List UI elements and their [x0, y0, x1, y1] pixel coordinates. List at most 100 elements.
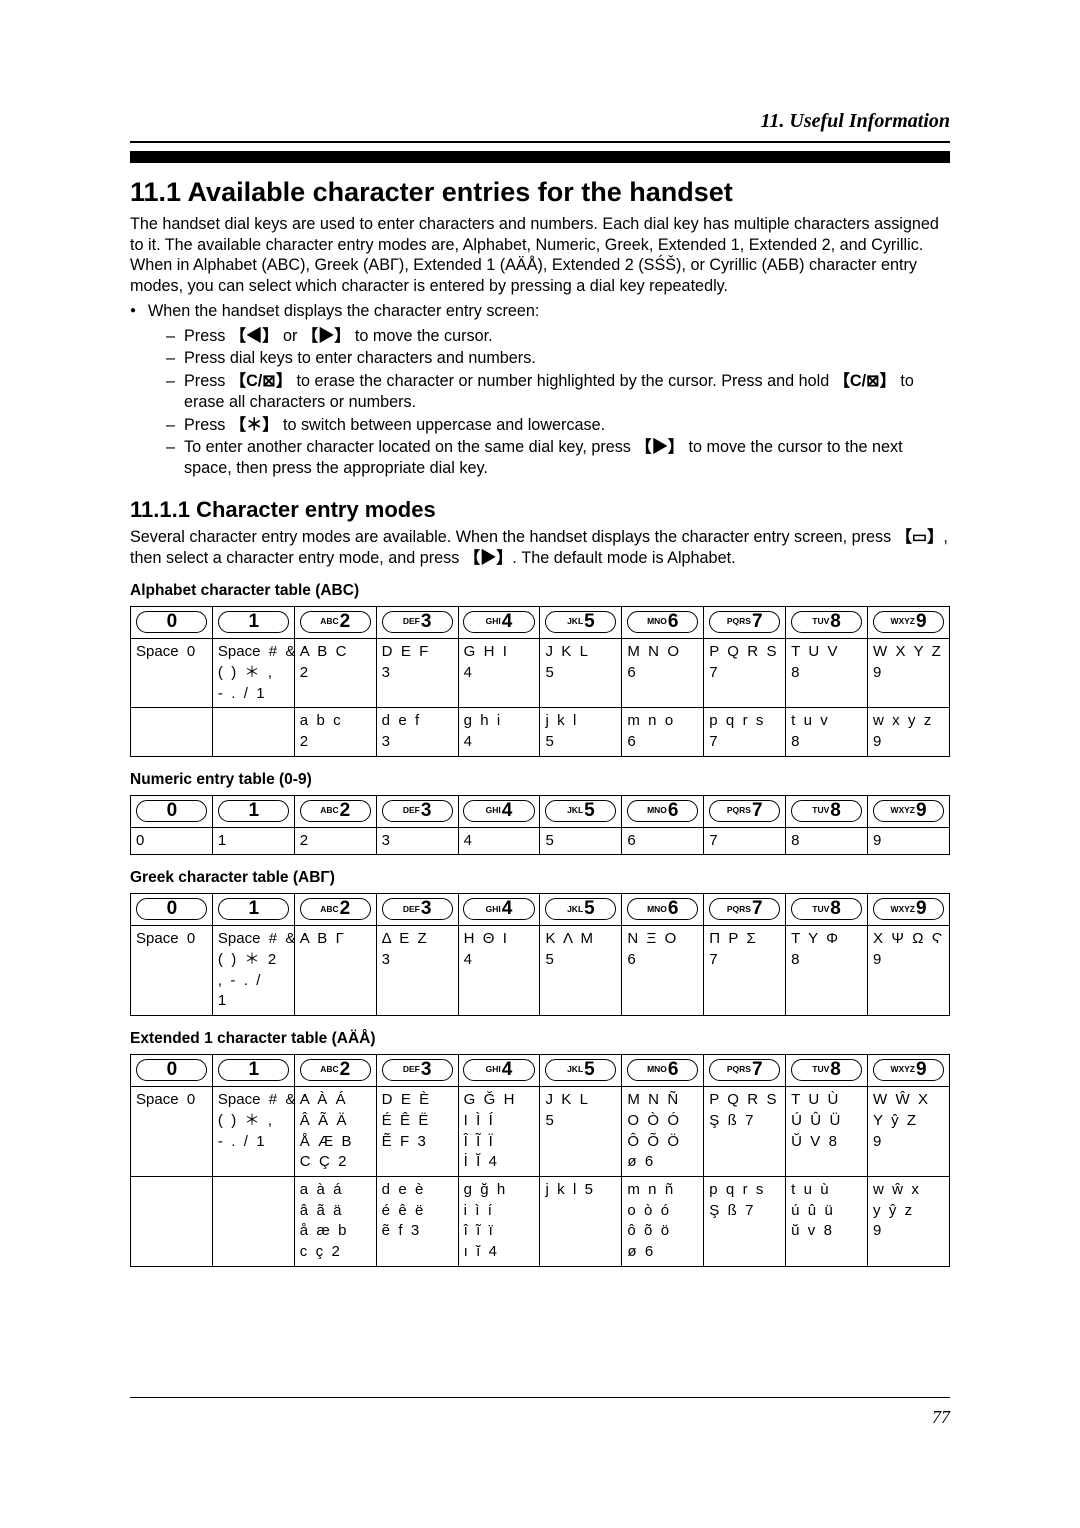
char-cell: J K L 5: [540, 639, 622, 708]
char-cell: 7: [704, 827, 786, 855]
char-cell: Ν Ξ Ο 6: [622, 926, 704, 1016]
dial-key-6: MNO6: [622, 1055, 704, 1087]
char-cell: [131, 1176, 213, 1266]
right-key-icon: 【▶】: [464, 549, 513, 567]
dial-key-0: 0: [131, 1055, 213, 1087]
char-cell: j k l 5: [540, 708, 622, 756]
dial-key-2: ABC2: [294, 795, 376, 827]
rule-bottom: [130, 1397, 950, 1398]
dial-key-2: ABC2: [294, 894, 376, 926]
char-cell: Space # & ' ( ) ＊ 2 , - . / 1: [212, 926, 294, 1016]
char-cell: Space # & ' ( ) ＊ , - . / 1: [212, 639, 294, 708]
char-cell: p q r s Ş ß 7: [704, 1176, 786, 1266]
dial-key-2: ABC2: [294, 607, 376, 639]
char-cell: [212, 1176, 294, 1266]
dial-key-5: JKL5: [540, 607, 622, 639]
intro-paragraph: The handset dial keys are used to enter …: [130, 214, 950, 297]
dial-key-9: WXYZ9: [868, 607, 950, 639]
dial-key-4: GHI4: [458, 894, 540, 926]
dial-key-1: 1: [212, 795, 294, 827]
char-cell: m n ñ o ò ó ô õ ö ø 6: [622, 1176, 704, 1266]
char-cell: G H I 4: [458, 639, 540, 708]
abc-table: 01ABC2DEF3GHI4JKL5MNO6PQRS7TUV8WXYZ9 Spa…: [130, 606, 950, 756]
char-cell: 8: [786, 827, 868, 855]
dial-key-1: 1: [212, 894, 294, 926]
char-cell: p q r s 7: [704, 708, 786, 756]
char-cell: t u ù ú û ü ŭ v 8: [786, 1176, 868, 1266]
char-cell: Π Ρ Σ 7: [704, 926, 786, 1016]
char-cell: 5: [540, 827, 622, 855]
dial-key-9: WXYZ9: [868, 1055, 950, 1087]
bullet-item: When the handset displays the character …: [130, 301, 950, 322]
dial-key-6: MNO6: [622, 795, 704, 827]
dial-key-7: PQRS7: [704, 894, 786, 926]
caption-numeric: Numeric entry table (0-9): [130, 771, 950, 789]
char-cell: Space 0: [131, 926, 213, 1016]
dial-key-4: GHI4: [458, 1055, 540, 1087]
char-cell: M N Ñ O Ò Ó Ô Õ Ö ø 6: [622, 1087, 704, 1177]
char-cell: a à á â ã ä å æ b c ç 2: [294, 1176, 376, 1266]
modes-intro: Several character entry modes are availa…: [130, 527, 950, 568]
char-cell: w x y z 9: [868, 708, 950, 756]
char-cell: [131, 708, 213, 756]
instruction-case: Press 【＊】 to switch between uppercase an…: [166, 415, 950, 436]
clear-key-icon: 【C/⊠】: [834, 372, 896, 390]
caption-ext1: Extended 1 character table (AÄÅ): [130, 1030, 950, 1048]
instruction-erase: Press 【C/⊠】 to erase the character or nu…: [166, 371, 950, 412]
dial-key-7: PQRS7: [704, 607, 786, 639]
char-cell: j k l 5: [540, 1176, 622, 1266]
char-cell: 2: [294, 827, 376, 855]
char-cell: Κ Λ Μ 5: [540, 926, 622, 1016]
dial-key-5: JKL5: [540, 1055, 622, 1087]
char-cell: Space 0: [131, 639, 213, 708]
dial-key-8: TUV8: [786, 795, 868, 827]
char-cell: Η Θ Ι 4: [458, 926, 540, 1016]
ext1-table: 01ABC2DEF3GHI4JKL5MNO6PQRS7TUV8WXYZ9 Spa…: [130, 1054, 950, 1267]
char-cell: t u v 8: [786, 708, 868, 756]
dial-key-4: GHI4: [458, 607, 540, 639]
char-cell: W X Y Z 9: [868, 639, 950, 708]
char-cell: M N O 6: [622, 639, 704, 708]
left-key-icon: 【◀】: [230, 327, 279, 345]
page-number: 77: [932, 1407, 950, 1428]
char-cell: A B C 2: [294, 639, 376, 708]
clear-key-icon: 【C/⊠】: [230, 372, 292, 390]
section-heading: 11.1 Available character entries for the…: [130, 177, 950, 208]
dial-key-3: DEF3: [376, 1055, 458, 1087]
char-cell: m n o 6: [622, 708, 704, 756]
star-key-icon: 【＊】: [230, 416, 279, 434]
char-cell: Α Β Γ: [294, 926, 376, 1016]
instruction-cursor: Press 【◀】 or 【▶】 to move the cursor.: [166, 326, 950, 347]
dial-key-4: GHI4: [458, 795, 540, 827]
char-cell: d e è é ê ë ẽ f 3: [376, 1176, 458, 1266]
caption-abc: Alphabet character table (ABC): [130, 582, 950, 600]
char-cell: P Q R S 7: [704, 639, 786, 708]
dial-key-1: 1: [212, 607, 294, 639]
dial-key-7: PQRS7: [704, 795, 786, 827]
dial-key-8: TUV8: [786, 607, 868, 639]
char-cell: G Ğ H I Ì Í Î Ĩ Ï İ Ĭ 4: [458, 1087, 540, 1177]
char-cell: a b c 2: [294, 708, 376, 756]
char-cell: J K L 5: [540, 1087, 622, 1177]
char-cell: 1: [212, 827, 294, 855]
char-cell: w ŵ x y ŷ z 9: [868, 1176, 950, 1266]
dial-key-0: 0: [131, 607, 213, 639]
dial-key-9: WXYZ9: [868, 795, 950, 827]
right-key-icon: 【▶】: [302, 327, 351, 345]
char-cell: D E È É Ê Ë Ẽ F 3: [376, 1087, 458, 1177]
dial-key-0: 0: [131, 894, 213, 926]
numeric-table: 01ABC2DEF3GHI4JKL5MNO6PQRS7TUV8WXYZ9 012…: [130, 795, 950, 856]
rule-top: [130, 141, 950, 143]
dial-key-6: MNO6: [622, 894, 704, 926]
char-cell: Space # & ' ( ) ＊ , - . / 1: [212, 1087, 294, 1177]
dial-key-8: TUV8: [786, 894, 868, 926]
char-cell: [212, 708, 294, 756]
dial-key-5: JKL5: [540, 894, 622, 926]
char-cell: Χ Ψ Ω Ϛ 9: [868, 926, 950, 1016]
chapter-header: 11. Useful Information: [130, 110, 950, 133]
dial-key-7: PQRS7: [704, 1055, 786, 1087]
char-cell: T U Ù Ú Û Ü Ŭ V 8: [786, 1087, 868, 1177]
char-cell: 0: [131, 827, 213, 855]
dial-key-6: MNO6: [622, 607, 704, 639]
dial-key-0: 0: [131, 795, 213, 827]
